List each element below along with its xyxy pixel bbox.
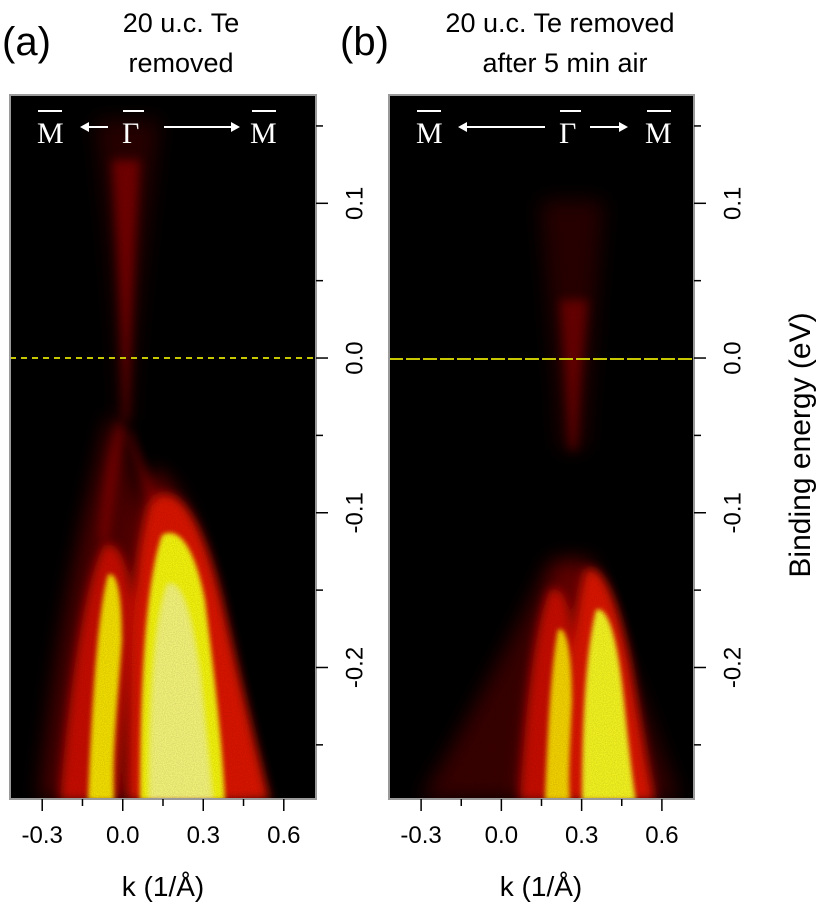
panel-b: (b) 20 u.c. Te removed after 5 min air bbox=[340, 8, 817, 902]
panel-a-xlabel: k (1/Å) bbox=[122, 871, 204, 902]
panel-b-yellow-cores bbox=[545, 609, 636, 799]
panel-a-noise bbox=[10, 95, 316, 799]
panel-b-y-tick-label: 0.1 bbox=[719, 187, 746, 220]
panel-a-x-tick-label: 0.3 bbox=[187, 822, 220, 849]
panel-b-axes: -0.3 0.0 0.3 0.6 -0.2 -0.1 0.0 0.1 bbox=[400, 125, 746, 849]
panel-b-ylabel: Binding energy (eV) bbox=[784, 312, 817, 577]
panel-a-kpath-center: Γ bbox=[122, 117, 139, 150]
panel-b-x-tick-label: 0.3 bbox=[565, 822, 598, 849]
panel-a-y-tick-label: -0.1 bbox=[341, 492, 368, 533]
panel-b-xlabel: k (1/Å) bbox=[500, 871, 582, 902]
panel-a-title-line2: removed bbox=[128, 48, 233, 78]
panel-a: (a) 20 u.c. Te removed bbox=[2, 8, 368, 902]
panel-b-x-tick-label: -0.3 bbox=[400, 822, 441, 849]
panel-a-yellow-cores bbox=[88, 532, 225, 799]
panel-b-kpath: M Γ M bbox=[416, 110, 672, 150]
panel-b-kpath-right: M bbox=[645, 117, 672, 150]
panel-b-letter: (b) bbox=[340, 20, 389, 64]
panel-b-y-tick-label: 0.0 bbox=[719, 341, 746, 374]
panel-b-y-tick-label: -0.1 bbox=[719, 492, 746, 533]
panel-a-x-tick-label: 0.0 bbox=[106, 822, 139, 849]
panel-a-axes: -0.3 0.0 0.3 0.6 -0.2 -0.1 0.0 0.1 bbox=[22, 125, 368, 849]
panel-a-kpath-right: M bbox=[250, 117, 277, 150]
panel-b-plot-area bbox=[389, 95, 694, 799]
panel-b-title-line1: 20 u.c. Te removed bbox=[445, 8, 674, 38]
panel-a-y-tick-label: 0.0 bbox=[341, 341, 368, 374]
panel-b-kpath-center: Γ bbox=[559, 117, 576, 150]
panel-a-kpath-left: M bbox=[37, 117, 64, 150]
panel-a-y-tick-label: 0.1 bbox=[341, 187, 368, 220]
panel-a-y-tick-label: -0.2 bbox=[341, 647, 368, 688]
panel-a-title-line1: 20 u.c. Te bbox=[123, 8, 240, 38]
panel-a-plot-area bbox=[10, 95, 316, 799]
panel-a-x-tick-label: -0.3 bbox=[22, 822, 63, 849]
panel-a-x-tick-label: 0.6 bbox=[267, 822, 300, 849]
panel-a-letter: (a) bbox=[2, 20, 51, 64]
panel-b-x-tick-label: 0.0 bbox=[485, 822, 518, 849]
panel-b-x-tick-label: 0.6 bbox=[645, 822, 678, 849]
panel-b-title-line2: after 5 min air bbox=[482, 48, 647, 78]
panel-b-y-tick-label: -0.2 bbox=[719, 647, 746, 688]
panel-b-noise bbox=[389, 95, 694, 799]
panel-a-kpath: M Γ M bbox=[37, 110, 277, 150]
panel-b-kpath-left: M bbox=[416, 117, 443, 150]
